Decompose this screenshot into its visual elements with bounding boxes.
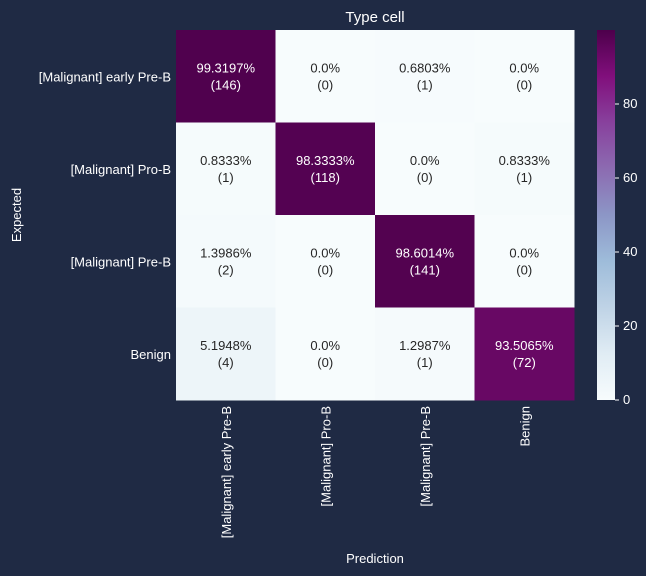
cell-percent-label: 0.6803%	[399, 60, 451, 75]
heatmap-cell	[275, 215, 376, 308]
cell-count-label: (1)	[417, 355, 433, 370]
heatmap-cell	[375, 215, 475, 308]
colorbar	[597, 30, 615, 400]
cell-count-label: (1)	[218, 170, 234, 185]
cell-percent-label: 5.1948%	[200, 338, 252, 353]
colorbar-tick-label: 60	[623, 170, 637, 185]
column-tick-label: Benign	[517, 406, 532, 446]
heatmap-cell	[275, 307, 376, 401]
cell-count-label: (4)	[218, 355, 234, 370]
heatmap-cell	[474, 122, 575, 216]
cell-percent-label: 0.8333%	[200, 153, 252, 168]
cell-percent-label: 0.0%	[410, 153, 440, 168]
heatmap-cell	[474, 30, 575, 123]
cell-count-label: (2)	[218, 262, 234, 277]
column-tick-label: [Malignant] Pre-B	[418, 406, 433, 506]
cell-percent-label: 0.0%	[509, 60, 539, 75]
column-tick-label: [Malignant] Pro-B	[318, 406, 333, 506]
heatmap-cell	[176, 30, 276, 123]
cell-count-label: (72)	[513, 355, 536, 370]
heatmap-cell	[176, 307, 276, 401]
colorbar-ticks: 0 20 40 60 80	[615, 96, 637, 407]
heatmap-cells: 99.3197% (146) 0.0% (0) 0.6803% (1) 0.0% (0) 0.8…	[176, 30, 575, 401]
colorbar-tick-label: 40	[623, 244, 637, 259]
cell-count-label: (0)	[516, 262, 532, 277]
heatmap-cell	[176, 122, 276, 216]
heatmap-cell	[275, 30, 376, 123]
cell-count-label: (0)	[516, 77, 532, 92]
cell-count-label: (0)	[417, 170, 433, 185]
heatmap-cell	[474, 307, 575, 401]
cell-percent-label: 98.6014%	[395, 245, 454, 260]
cell-count-label: (1)	[417, 77, 433, 92]
cell-count-label: (1)	[516, 170, 532, 185]
colorbar-tick-label: 0	[623, 392, 630, 407]
row-tick-label: [Malignant] Pre-B	[71, 254, 171, 269]
cell-percent-label: 0.0%	[310, 338, 340, 353]
cell-percent-label: 0.0%	[310, 245, 340, 260]
colorbar-tick-label: 80	[623, 96, 637, 111]
heatmap-cell	[275, 122, 376, 216]
cell-count-label: (118)	[311, 170, 340, 185]
colorbar-tick-label: 20	[623, 318, 637, 333]
row-tick-label: Benign	[131, 347, 171, 362]
heatmap-cell	[176, 215, 276, 308]
chart-title: Type cell	[345, 9, 404, 26]
row-labels: [Malignant] early Pre-B [Malignant] Pro-B…	[39, 69, 171, 362]
heatmap-cell	[474, 215, 575, 308]
heatmap-cell	[375, 30, 475, 123]
cell-count-label: (0)	[317, 262, 333, 277]
cell-count-label: (0)	[317, 77, 333, 92]
y-axis-label: Expected	[9, 188, 24, 242]
cell-percent-label: 0.0%	[509, 245, 539, 260]
cell-percent-label: 98.3333%	[296, 153, 355, 168]
cell-percent-label: 0.8333%	[499, 153, 551, 168]
cell-percent-label: 1.2987%	[399, 338, 451, 353]
cell-percent-label: 1.3986%	[200, 245, 252, 260]
heatmap-cell	[375, 122, 475, 216]
row-tick-label: [Malignant] early Pre-B	[39, 69, 171, 84]
cell-count-label: (0)	[317, 355, 333, 370]
cell-count-label: (146)	[211, 77, 241, 92]
heatmap-cell	[375, 307, 475, 401]
cell-count-label: (141)	[410, 262, 440, 277]
cell-percent-label: 93.5065%	[495, 338, 554, 353]
row-tick-label: [Malignant] Pro-B	[71, 162, 171, 177]
cell-percent-label: 99.3197%	[196, 60, 255, 75]
x-axis-label: Prediction	[346, 551, 404, 566]
column-tick-label: [Malignant] early Pre-B	[219, 406, 234, 538]
cell-percent-label: 0.0%	[310, 60, 340, 75]
column-labels: [Malignant] early Pre-B [Malignant] Pro-B…	[219, 406, 533, 538]
